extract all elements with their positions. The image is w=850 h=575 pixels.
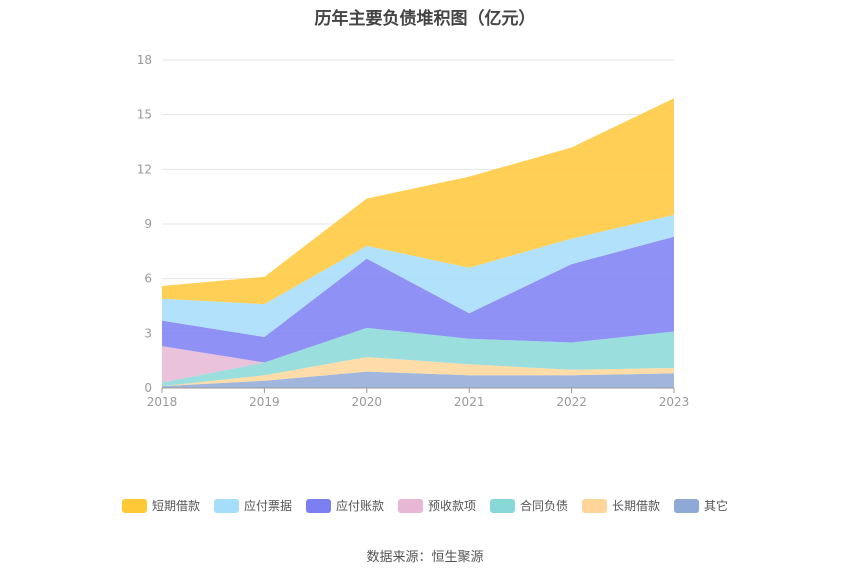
legend-item[interactable]: 其它 xyxy=(674,497,728,514)
y-tick-label: 15 xyxy=(137,108,152,122)
legend-swatch xyxy=(213,498,239,513)
legend-swatch xyxy=(490,498,515,513)
area-series xyxy=(162,98,674,388)
y-tick-label: 0 xyxy=(144,381,152,395)
legend-item[interactable]: 长期借款 xyxy=(582,497,660,514)
x-tick-label: 2022 xyxy=(556,395,587,409)
y-tick-label: 6 xyxy=(144,272,152,286)
legend-swatch xyxy=(305,498,331,513)
legend-label: 应付票据 xyxy=(243,499,292,513)
legend-label: 短期借款 xyxy=(151,499,200,513)
legend-label: 长期借款 xyxy=(612,499,661,513)
legend-item[interactable]: 应付票据 xyxy=(213,497,292,514)
y-tick-label: 12 xyxy=(137,162,152,176)
legend-item[interactable]: 合同负债 xyxy=(490,497,568,514)
legend-swatch xyxy=(582,498,608,513)
legend-swatch xyxy=(121,498,147,513)
legend-label: 合同负债 xyxy=(520,499,569,513)
area-合同负债 xyxy=(162,327,674,387)
y-tick-label: 3 xyxy=(144,326,152,340)
x-tick-label: 2021 xyxy=(454,395,485,409)
legend-label: 应付账款 xyxy=(335,499,384,513)
legend-swatch xyxy=(397,498,423,513)
area-其它 xyxy=(162,371,674,388)
legend-swatch xyxy=(674,498,700,513)
area-应付票据 xyxy=(162,214,674,337)
chart-title: 历年主要负债堆积图（亿元） xyxy=(314,9,536,29)
area-长期借款 xyxy=(162,357,674,387)
legend-item[interactable]: 短期借款 xyxy=(121,497,200,514)
stacked-area-chart: 0 3 6 9 12 15 18 2018 2019 2020 2021 2022 2023 xyxy=(137,53,690,409)
y-tick-label: 9 xyxy=(144,217,152,231)
legend-item[interactable]: 应付账款 xyxy=(305,497,384,514)
y-tick-label: 18 xyxy=(137,53,152,67)
legend-label: 预收款项 xyxy=(427,499,476,513)
x-tick-label: 2023 xyxy=(659,395,690,409)
legend: 短期借款 应付票据 应付账款 预收款项 合同负债 长期借款 其它 xyxy=(0,497,850,514)
x-tick-label: 2018 xyxy=(147,395,178,409)
x-tick-label: 2019 xyxy=(249,395,280,409)
area-应付账款 xyxy=(162,236,674,363)
area-短期借款 xyxy=(162,98,674,305)
data-source: 数据来源：恒生聚源 xyxy=(366,550,484,565)
axes: 0 3 6 9 12 15 18 2018 2019 2020 2021 2022 2023 xyxy=(137,53,690,409)
legend-item[interactable]: 预收款项 xyxy=(397,497,476,514)
x-tick-label: 2020 xyxy=(352,395,383,409)
legend-label: 其它 xyxy=(704,499,729,513)
